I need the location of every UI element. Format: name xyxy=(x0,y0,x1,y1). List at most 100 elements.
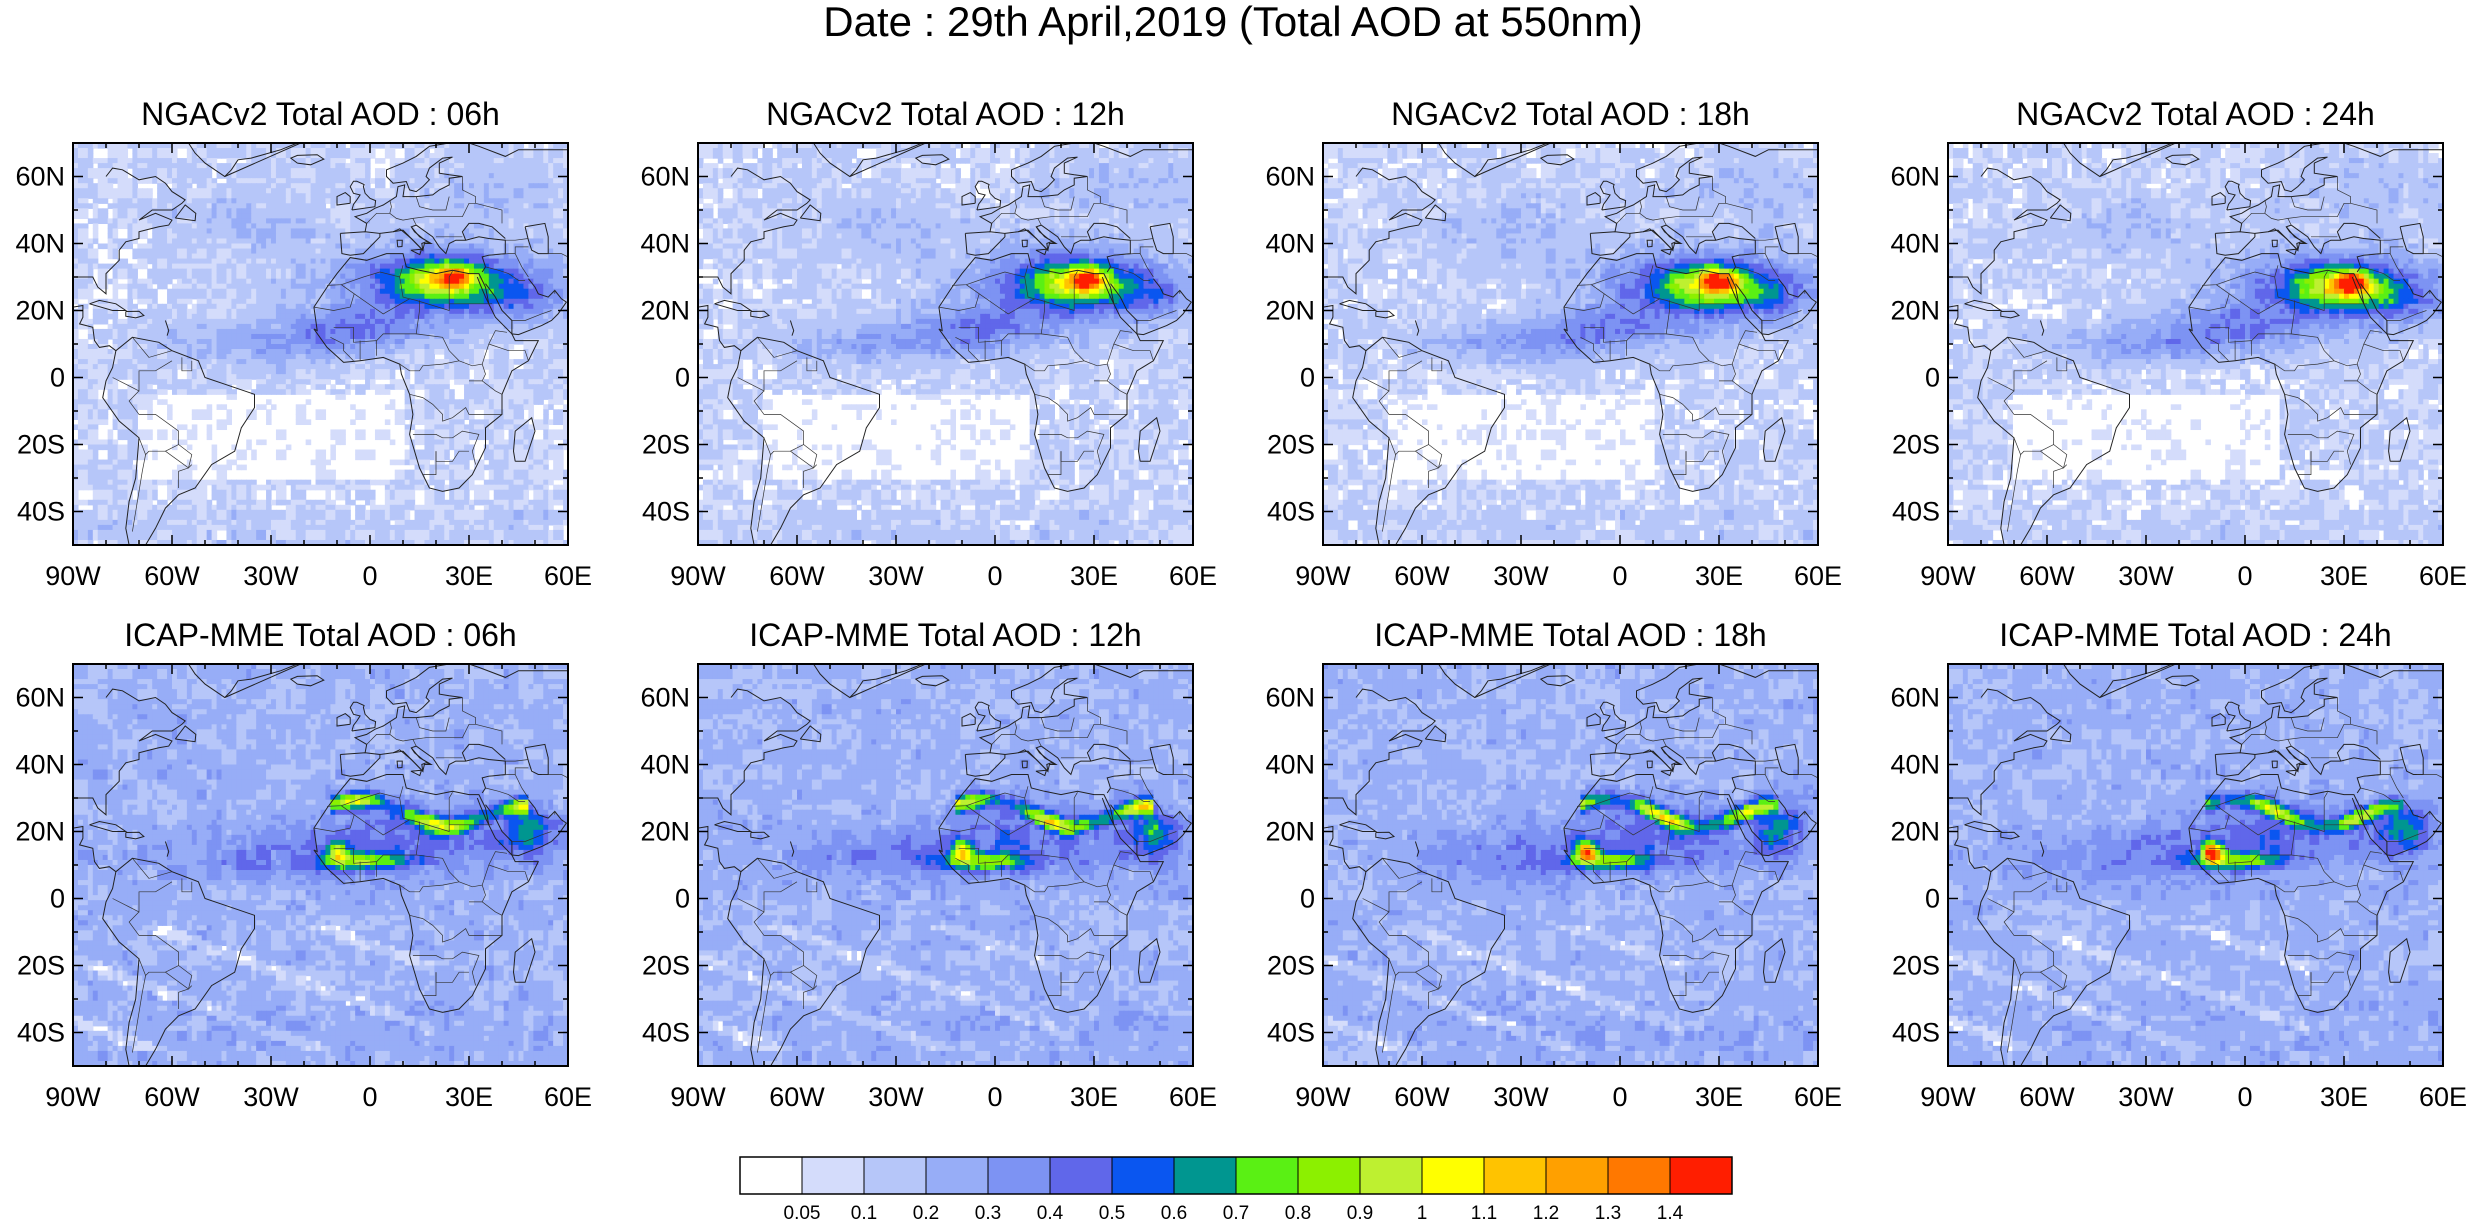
lat-tick-label: 40S xyxy=(1267,1018,1315,1048)
lat-tick-label: 60N xyxy=(1265,162,1315,192)
lat-tick-label: 60N xyxy=(1890,683,1940,713)
colorbar-label: 0.7 xyxy=(1223,1203,1249,1222)
lat-tick-label: 40S xyxy=(1892,497,1940,527)
lat-tick-label: 20N xyxy=(15,296,65,326)
lon-tick-label: 30E xyxy=(445,561,493,591)
lon-tick-label: 30W xyxy=(868,1082,924,1112)
lat-tick-label: 20S xyxy=(642,430,690,460)
lon-tick-label: 30W xyxy=(1493,1082,1549,1112)
map-panel: NGACv2 Total AOD : 24h60N40N20N020S40S90… xyxy=(1890,96,2466,591)
colorbar-label: 0.9 xyxy=(1347,1203,1373,1222)
lon-tick-label: 60E xyxy=(544,561,592,591)
lon-tick-label: 90W xyxy=(1295,1082,1351,1112)
colorbar-swatch xyxy=(1050,1157,1112,1194)
lon-tick-label: 0 xyxy=(2237,561,2252,591)
panel-title: NGACv2 Total AOD : 24h xyxy=(2016,96,2375,132)
lat-tick-label: 20S xyxy=(1892,430,1940,460)
panel-title: ICAP-MME Total AOD : 24h xyxy=(1999,617,2391,653)
lon-tick-label: 60W xyxy=(2019,1082,2075,1112)
panel-title: ICAP-MME Total AOD : 18h xyxy=(1374,617,1766,653)
lat-tick-label: 40S xyxy=(642,1018,690,1048)
colorbar-swatch xyxy=(1174,1157,1236,1194)
map-panel: NGACv2 Total AOD : 06h60N40N20N020S40S90… xyxy=(15,96,592,591)
lat-tick-label: 20N xyxy=(640,817,690,847)
lon-tick-label: 90W xyxy=(1920,561,1976,591)
lat-tick-label: 0 xyxy=(1300,884,1315,914)
lon-tick-label: 30E xyxy=(1070,561,1118,591)
lat-tick-label: 40N xyxy=(1265,229,1315,259)
lat-tick-label: 60N xyxy=(15,162,65,192)
colorbar-label: 0.4 xyxy=(1037,1203,1064,1222)
lat-tick-label: 60N xyxy=(640,683,690,713)
lat-tick-label: 60N xyxy=(1265,683,1315,713)
map-panel: NGACv2 Total AOD : 12h60N40N20N020S40S90… xyxy=(640,96,1217,591)
lon-tick-label: 0 xyxy=(362,561,377,591)
lon-tick-label: 30E xyxy=(2320,1082,2368,1112)
lon-tick-label: 0 xyxy=(1612,561,1627,591)
lon-tick-label: 30E xyxy=(2320,561,2368,591)
lat-tick-label: 20N xyxy=(1890,296,1940,326)
colorbar-label: 0.2 xyxy=(913,1203,939,1222)
lat-tick-label: 40N xyxy=(640,229,690,259)
lat-tick-label: 20S xyxy=(642,951,690,981)
lat-tick-label: 0 xyxy=(1925,363,1940,393)
lat-tick-label: 60N xyxy=(1890,162,1940,192)
lat-tick-label: 20N xyxy=(1265,817,1315,847)
lon-tick-label: 60E xyxy=(2419,561,2466,591)
lat-tick-label: 60N xyxy=(15,683,65,713)
panel-title: NGACv2 Total AOD : 12h xyxy=(766,96,1125,132)
lon-tick-label: 90W xyxy=(670,561,726,591)
colorbar-label: 1 xyxy=(1417,1203,1428,1222)
aod-field xyxy=(698,143,1194,546)
lon-tick-label: 60E xyxy=(544,1082,592,1112)
lat-tick-label: 20S xyxy=(17,430,65,460)
panel-title: NGACv2 Total AOD : 18h xyxy=(1391,96,1750,132)
lat-tick-label: 40N xyxy=(15,229,65,259)
colorbar-swatch xyxy=(1298,1157,1360,1194)
lat-tick-label: 20S xyxy=(17,951,65,981)
lat-tick-label: 0 xyxy=(1300,363,1315,393)
lon-tick-label: 30E xyxy=(1695,561,1743,591)
lon-tick-label: 30E xyxy=(1695,1082,1743,1112)
aod-field xyxy=(1323,664,1819,1067)
lon-tick-label: 60E xyxy=(1794,561,1842,591)
lat-tick-label: 40S xyxy=(17,497,65,527)
aod-field xyxy=(73,664,569,1067)
lat-tick-label: 20N xyxy=(1890,817,1940,847)
lat-tick-label: 0 xyxy=(675,884,690,914)
map-panel: ICAP-MME Total AOD : 06h60N40N20N020S40S… xyxy=(15,617,592,1112)
colorbar-label: 0.8 xyxy=(1285,1203,1311,1222)
lon-tick-label: 60E xyxy=(1794,1082,1842,1112)
colorbar-label: 1.2 xyxy=(1533,1203,1559,1222)
colorbar-label: 0.1 xyxy=(851,1203,877,1222)
lon-tick-label: 60W xyxy=(769,1082,825,1112)
lon-tick-label: 30W xyxy=(243,561,299,591)
panel-title: ICAP-MME Total AOD : 12h xyxy=(749,617,1141,653)
colorbar-label: 1.1 xyxy=(1471,1203,1497,1222)
lat-tick-label: 20S xyxy=(1892,951,1940,981)
colorbar-swatch xyxy=(1112,1157,1174,1194)
lon-tick-label: 60W xyxy=(144,1082,200,1112)
lat-tick-label: 0 xyxy=(1925,884,1940,914)
map-panel: NGACv2 Total AOD : 18h60N40N20N020S40S90… xyxy=(1265,96,1842,591)
lon-tick-label: 60W xyxy=(1394,1082,1450,1112)
colorbar-label: 0.3 xyxy=(975,1203,1001,1222)
lat-tick-label: 0 xyxy=(50,884,65,914)
lon-tick-label: 90W xyxy=(45,561,101,591)
lat-tick-label: 60N xyxy=(640,162,690,192)
panel-title: ICAP-MME Total AOD : 06h xyxy=(124,617,516,653)
lon-tick-label: 0 xyxy=(987,561,1002,591)
lon-tick-label: 90W xyxy=(1920,1082,1976,1112)
colorbar-swatch xyxy=(740,1157,802,1194)
colorbar-label: 0.05 xyxy=(784,1203,821,1222)
colorbar-label: 1.3 xyxy=(1595,1203,1621,1222)
colorbar-swatch xyxy=(864,1157,926,1194)
lat-tick-label: 40N xyxy=(640,750,690,780)
lat-tick-label: 40S xyxy=(17,1018,65,1048)
lon-tick-label: 60W xyxy=(144,561,200,591)
colorbar-label: 0.5 xyxy=(1099,1203,1125,1222)
lon-tick-label: 30W xyxy=(1493,561,1549,591)
colorbar-swatch xyxy=(1236,1157,1298,1194)
colorbar-swatch xyxy=(1360,1157,1422,1194)
